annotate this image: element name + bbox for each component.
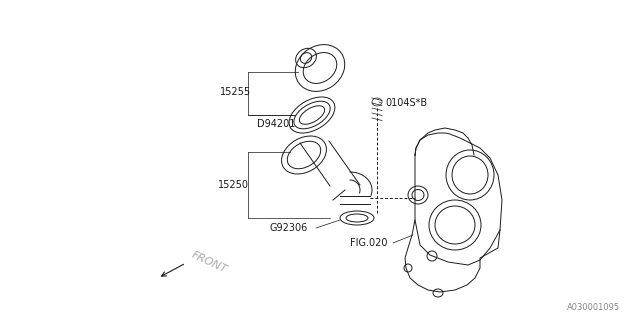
Text: FIG.020: FIG.020	[350, 238, 387, 248]
Text: G92306: G92306	[270, 223, 308, 233]
Text: 0104S*B: 0104S*B	[385, 98, 427, 108]
Text: FRONT: FRONT	[190, 249, 228, 275]
Text: D94201: D94201	[257, 119, 296, 129]
Text: 15255: 15255	[220, 87, 251, 97]
Text: 15250: 15250	[218, 180, 249, 190]
Text: A030001095: A030001095	[567, 303, 620, 312]
